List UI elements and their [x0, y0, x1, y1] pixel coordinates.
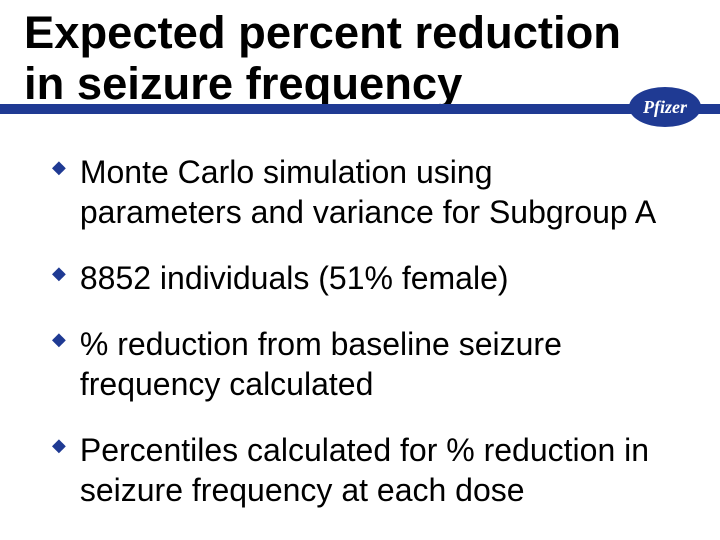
bullet-marker-icon: ◆ — [52, 264, 66, 282]
bullet-text: Percentiles calculated for % reduction i… — [80, 430, 662, 510]
bullet-marker-icon: ◆ — [52, 158, 66, 176]
bullet-list: ◆ Monte Carlo simulation using parameter… — [52, 152, 662, 536]
slide: Expected percent reduction in seizure fr… — [0, 0, 720, 540]
bullet-text: Monte Carlo simulation using parameters … — [80, 152, 662, 232]
title-underline-rule — [0, 104, 720, 114]
pfizer-logo: Pfizer — [628, 86, 702, 128]
bullet-text: % reduction from baseline seizure freque… — [80, 324, 662, 404]
pfizer-logo-text: Pfizer — [642, 97, 688, 117]
bullet-item: ◆ Monte Carlo simulation using parameter… — [52, 152, 662, 232]
bullet-marker-icon: ◆ — [52, 436, 66, 454]
bullet-marker-icon: ◆ — [52, 330, 66, 348]
bullet-item: ◆ % reduction from baseline seizure freq… — [52, 324, 662, 404]
bullet-text: 8852 individuals (51% female) — [80, 258, 662, 298]
bullet-item: ◆ Percentiles calculated for % reduction… — [52, 430, 662, 510]
slide-title: Expected percent reduction in seizure fr… — [24, 8, 644, 110]
bullet-item: ◆ 8852 individuals (51% female) — [52, 258, 662, 298]
